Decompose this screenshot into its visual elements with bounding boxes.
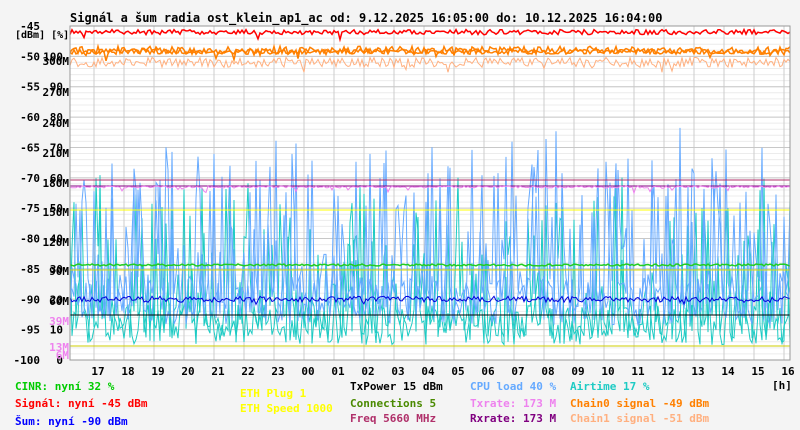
y-tick-dbm: -100 bbox=[14, 354, 41, 367]
y-tick-dbm: -60 bbox=[20, 111, 40, 124]
chart-title: Signál a šum radia ost_klein_ap1_ac od: … bbox=[70, 11, 663, 25]
legend-freq: Freq 5660 MHz bbox=[350, 412, 437, 425]
x-tick-label: 18 bbox=[121, 365, 134, 378]
series-chain1-line bbox=[69, 55, 791, 73]
legend-txrate: Txrate: 173 M bbox=[470, 397, 557, 410]
y-tick-rate: 240M bbox=[43, 117, 70, 130]
series-signal-line bbox=[69, 27, 791, 43]
legend-chain0: Chain0 signal -49 dBm bbox=[570, 397, 710, 410]
legend-eth-plug: ETH Plug 1 bbox=[240, 387, 307, 400]
series-connections-line bbox=[69, 263, 791, 267]
x-unit-label: [h] bbox=[772, 379, 792, 392]
y-tick-percent: 70 bbox=[50, 141, 63, 154]
x-tick-label: 17 bbox=[91, 365, 104, 378]
legend-rxrate: Rxrate: 173 M bbox=[470, 412, 557, 425]
x-tick-label: 15 bbox=[751, 365, 764, 378]
x-tick-label: 04 bbox=[421, 365, 435, 378]
x-tick-label: 22 bbox=[241, 365, 254, 378]
y-tick-rate: 210M bbox=[43, 147, 70, 160]
y-tick-percent: 0 bbox=[56, 354, 63, 367]
x-tick-label: 19 bbox=[151, 365, 164, 378]
series-noise-line bbox=[69, 295, 791, 306]
y-tick-dbm: -70 bbox=[20, 172, 40, 185]
y-tick-rate: 39M bbox=[49, 315, 69, 328]
legend-connections: Connections 5 bbox=[350, 397, 437, 410]
y-tick-percent: 40 bbox=[50, 233, 63, 246]
legend-cpu-load: CPU load 40 % bbox=[470, 380, 557, 393]
y-tick-dbm: -75 bbox=[20, 202, 40, 215]
y-tick-dbm: -85 bbox=[20, 263, 40, 276]
y-tick-dbm: -50 bbox=[20, 50, 40, 63]
x-tick-label: 23 bbox=[271, 365, 284, 378]
y-tick-rate: 150M bbox=[43, 206, 70, 219]
y-tick-percent: 50 bbox=[50, 202, 63, 215]
legend-signal: Signál: nyní -45 dBm bbox=[15, 397, 148, 410]
series-chain0-line bbox=[69, 43, 791, 63]
units-label: [dBm] [%] bbox=[15, 30, 70, 41]
x-tick-label: 16 bbox=[781, 365, 795, 378]
y-tick-dbm: -65 bbox=[20, 141, 40, 154]
x-tick-label: 00 bbox=[301, 365, 314, 378]
series-cpu-load-line bbox=[69, 127, 791, 326]
y-tick-dbm: -90 bbox=[20, 293, 40, 306]
y-tick-rate: 60M bbox=[49, 295, 69, 308]
y-tick-rate: 120M bbox=[43, 236, 70, 249]
series-txrate-line bbox=[69, 185, 791, 195]
y-tick-dbm: -95 bbox=[20, 324, 40, 337]
x-tick-label: 12 bbox=[661, 365, 674, 378]
y-tick-rate: 90M bbox=[49, 265, 69, 278]
y-tick-rate: 6M bbox=[56, 349, 70, 362]
y-tick-percent: 20 bbox=[50, 293, 63, 306]
x-tick-label: 06 bbox=[481, 365, 495, 378]
x-tick-label: 01 bbox=[331, 365, 345, 378]
x-tick-label: 03 bbox=[391, 365, 404, 378]
x-tick-label: 14 bbox=[721, 365, 735, 378]
legend-chain1: Chain1 signal -51 dBm bbox=[570, 412, 710, 425]
y-tick-dbm: -80 bbox=[20, 233, 40, 246]
y-tick-percent: 80 bbox=[50, 111, 63, 124]
x-tick-label: 08 bbox=[541, 365, 554, 378]
legend-noise: Šum: nyní -90 dBm bbox=[15, 415, 128, 428]
y-tick-percent: 30 bbox=[50, 263, 63, 276]
x-tick-label: 10 bbox=[601, 365, 614, 378]
x-tick-label: 21 bbox=[211, 365, 225, 378]
series-chain0-band bbox=[69, 47, 791, 59]
y-tick-rate: 300M bbox=[43, 55, 70, 68]
series-cinr-line bbox=[69, 175, 791, 346]
x-tick-label: 11 bbox=[631, 365, 645, 378]
legend-txpower: TxPower 15 dBm bbox=[350, 380, 443, 393]
y-tick-rate: 180M bbox=[43, 177, 70, 190]
y-tick-percent: 60 bbox=[50, 172, 63, 185]
y-tick-percent: 10 bbox=[50, 324, 63, 337]
x-tick-label: 02 bbox=[361, 365, 374, 378]
legend-eth-speed: ETH Speed 1000 bbox=[240, 402, 333, 415]
x-tick-label: 13 bbox=[691, 365, 704, 378]
x-tick-label: 20 bbox=[181, 365, 194, 378]
y-tick-dbm: -55 bbox=[20, 81, 40, 94]
y-tick-rate: 270M bbox=[43, 86, 70, 99]
x-tick-label: 05 bbox=[451, 365, 464, 378]
y-tick-rate: 13M bbox=[49, 341, 69, 354]
x-tick-label: 09 bbox=[571, 365, 584, 378]
y-tick-percent: 100 bbox=[43, 50, 63, 63]
x-tick-label: 07 bbox=[511, 365, 524, 378]
legend-cinr: CINR: nyní 32 % bbox=[15, 380, 115, 393]
y-tick-percent: 90 bbox=[50, 81, 63, 94]
plot-border bbox=[69, 25, 791, 361]
y-tick-dbm: -45 bbox=[20, 20, 40, 33]
legend-airtime: Airtime 17 % bbox=[570, 380, 650, 393]
